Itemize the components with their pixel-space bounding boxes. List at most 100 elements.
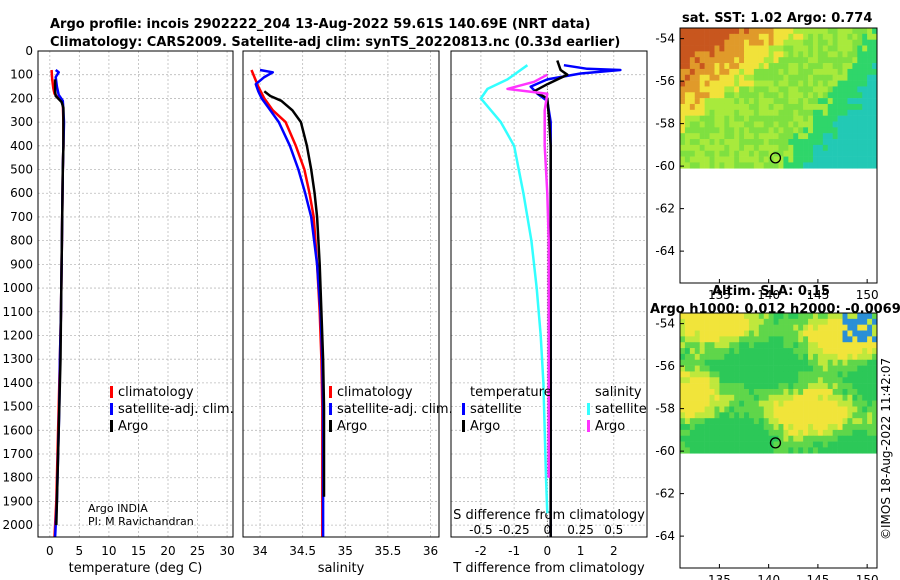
map-cell xyxy=(684,98,691,105)
map-cell xyxy=(793,57,799,64)
map-cell xyxy=(803,435,809,442)
map-cell xyxy=(822,406,829,413)
map-cell xyxy=(739,80,745,87)
map-cell xyxy=(768,39,774,46)
map-cell xyxy=(803,86,809,93)
map-cell xyxy=(793,394,799,401)
map-cell xyxy=(724,86,730,93)
map-cell xyxy=(734,57,740,64)
map-cell xyxy=(783,103,789,111)
map-cell xyxy=(793,51,799,58)
map-cell xyxy=(704,45,710,52)
map-cell xyxy=(689,353,696,361)
map-cell xyxy=(763,33,769,40)
map-cell xyxy=(837,406,843,413)
map-cell xyxy=(763,359,769,366)
map-cell xyxy=(837,336,843,343)
map-cell xyxy=(822,103,829,111)
map-cell xyxy=(763,371,769,378)
map-cell xyxy=(832,318,838,325)
map-cell xyxy=(798,92,804,99)
map-cell xyxy=(798,156,804,163)
map-cell xyxy=(808,86,814,93)
map-cell xyxy=(827,330,833,337)
map-cell xyxy=(798,28,804,35)
map-cell xyxy=(699,45,705,52)
map-cell xyxy=(862,447,868,454)
map-cell xyxy=(709,441,715,448)
map-cell xyxy=(709,68,715,76)
map-cell xyxy=(778,28,784,35)
map-cell xyxy=(729,406,735,413)
map-cell xyxy=(680,383,686,390)
map-cell xyxy=(793,144,799,152)
map-cell xyxy=(798,74,804,81)
map-cell xyxy=(798,353,804,361)
map-cell xyxy=(872,150,878,157)
map-cell xyxy=(684,336,691,343)
map-cell xyxy=(734,336,740,343)
map-cell xyxy=(788,162,794,169)
map-cell xyxy=(837,28,843,35)
map-cell xyxy=(812,365,819,372)
map-cell xyxy=(812,121,819,128)
map-cell xyxy=(832,377,838,384)
map-cell xyxy=(704,313,710,320)
map-cell xyxy=(729,74,735,81)
map-cell xyxy=(699,447,705,454)
map-cell xyxy=(852,63,858,70)
map-cell xyxy=(862,86,868,93)
map-cell xyxy=(778,68,784,76)
map-cell xyxy=(768,63,774,70)
map-cell xyxy=(817,342,824,349)
map-cell xyxy=(832,80,838,87)
map-cell xyxy=(808,377,814,384)
map-cell xyxy=(842,156,848,163)
map-cell xyxy=(758,51,765,58)
map-cell xyxy=(783,424,789,431)
map-cell xyxy=(704,324,710,331)
map-cell xyxy=(763,400,769,407)
map-cell xyxy=(714,418,720,425)
map-cell xyxy=(798,324,804,331)
map-cell xyxy=(729,39,735,46)
map-cell xyxy=(714,324,720,331)
map-cell xyxy=(847,80,853,87)
map-cell xyxy=(812,92,819,99)
map-cell xyxy=(704,348,710,355)
map-cell xyxy=(744,412,750,419)
map-cell xyxy=(862,418,868,425)
map-cell xyxy=(714,162,720,169)
map-cell xyxy=(842,318,848,325)
map-cell xyxy=(847,33,853,40)
float-info-line-2: PI: M Ravichandran xyxy=(88,515,194,528)
map-cell xyxy=(763,342,769,349)
map-cell xyxy=(768,121,774,128)
map-cell xyxy=(684,359,691,366)
map-cell xyxy=(817,121,824,128)
map-cell xyxy=(694,28,700,35)
map-cell xyxy=(788,365,794,372)
map-cell xyxy=(778,330,784,337)
map-cell xyxy=(808,441,814,448)
map-cell xyxy=(739,342,745,349)
map-cell xyxy=(768,429,774,437)
map-cell xyxy=(753,139,760,146)
map-cell xyxy=(788,133,794,140)
map-cell xyxy=(847,115,853,122)
map-cell xyxy=(753,80,760,87)
map-cell xyxy=(694,92,700,99)
map-y-tick-label: -64 xyxy=(655,244,675,258)
map-cell xyxy=(729,429,735,437)
map-cell xyxy=(729,133,735,140)
map-cell xyxy=(872,156,878,163)
map-cell xyxy=(758,377,765,384)
map-cell xyxy=(842,68,848,76)
map-cell xyxy=(699,383,705,390)
map-cell xyxy=(832,68,838,76)
map-cell xyxy=(837,80,843,87)
map-cell xyxy=(684,313,691,320)
map-cell xyxy=(783,441,789,448)
map-cell xyxy=(680,139,686,146)
